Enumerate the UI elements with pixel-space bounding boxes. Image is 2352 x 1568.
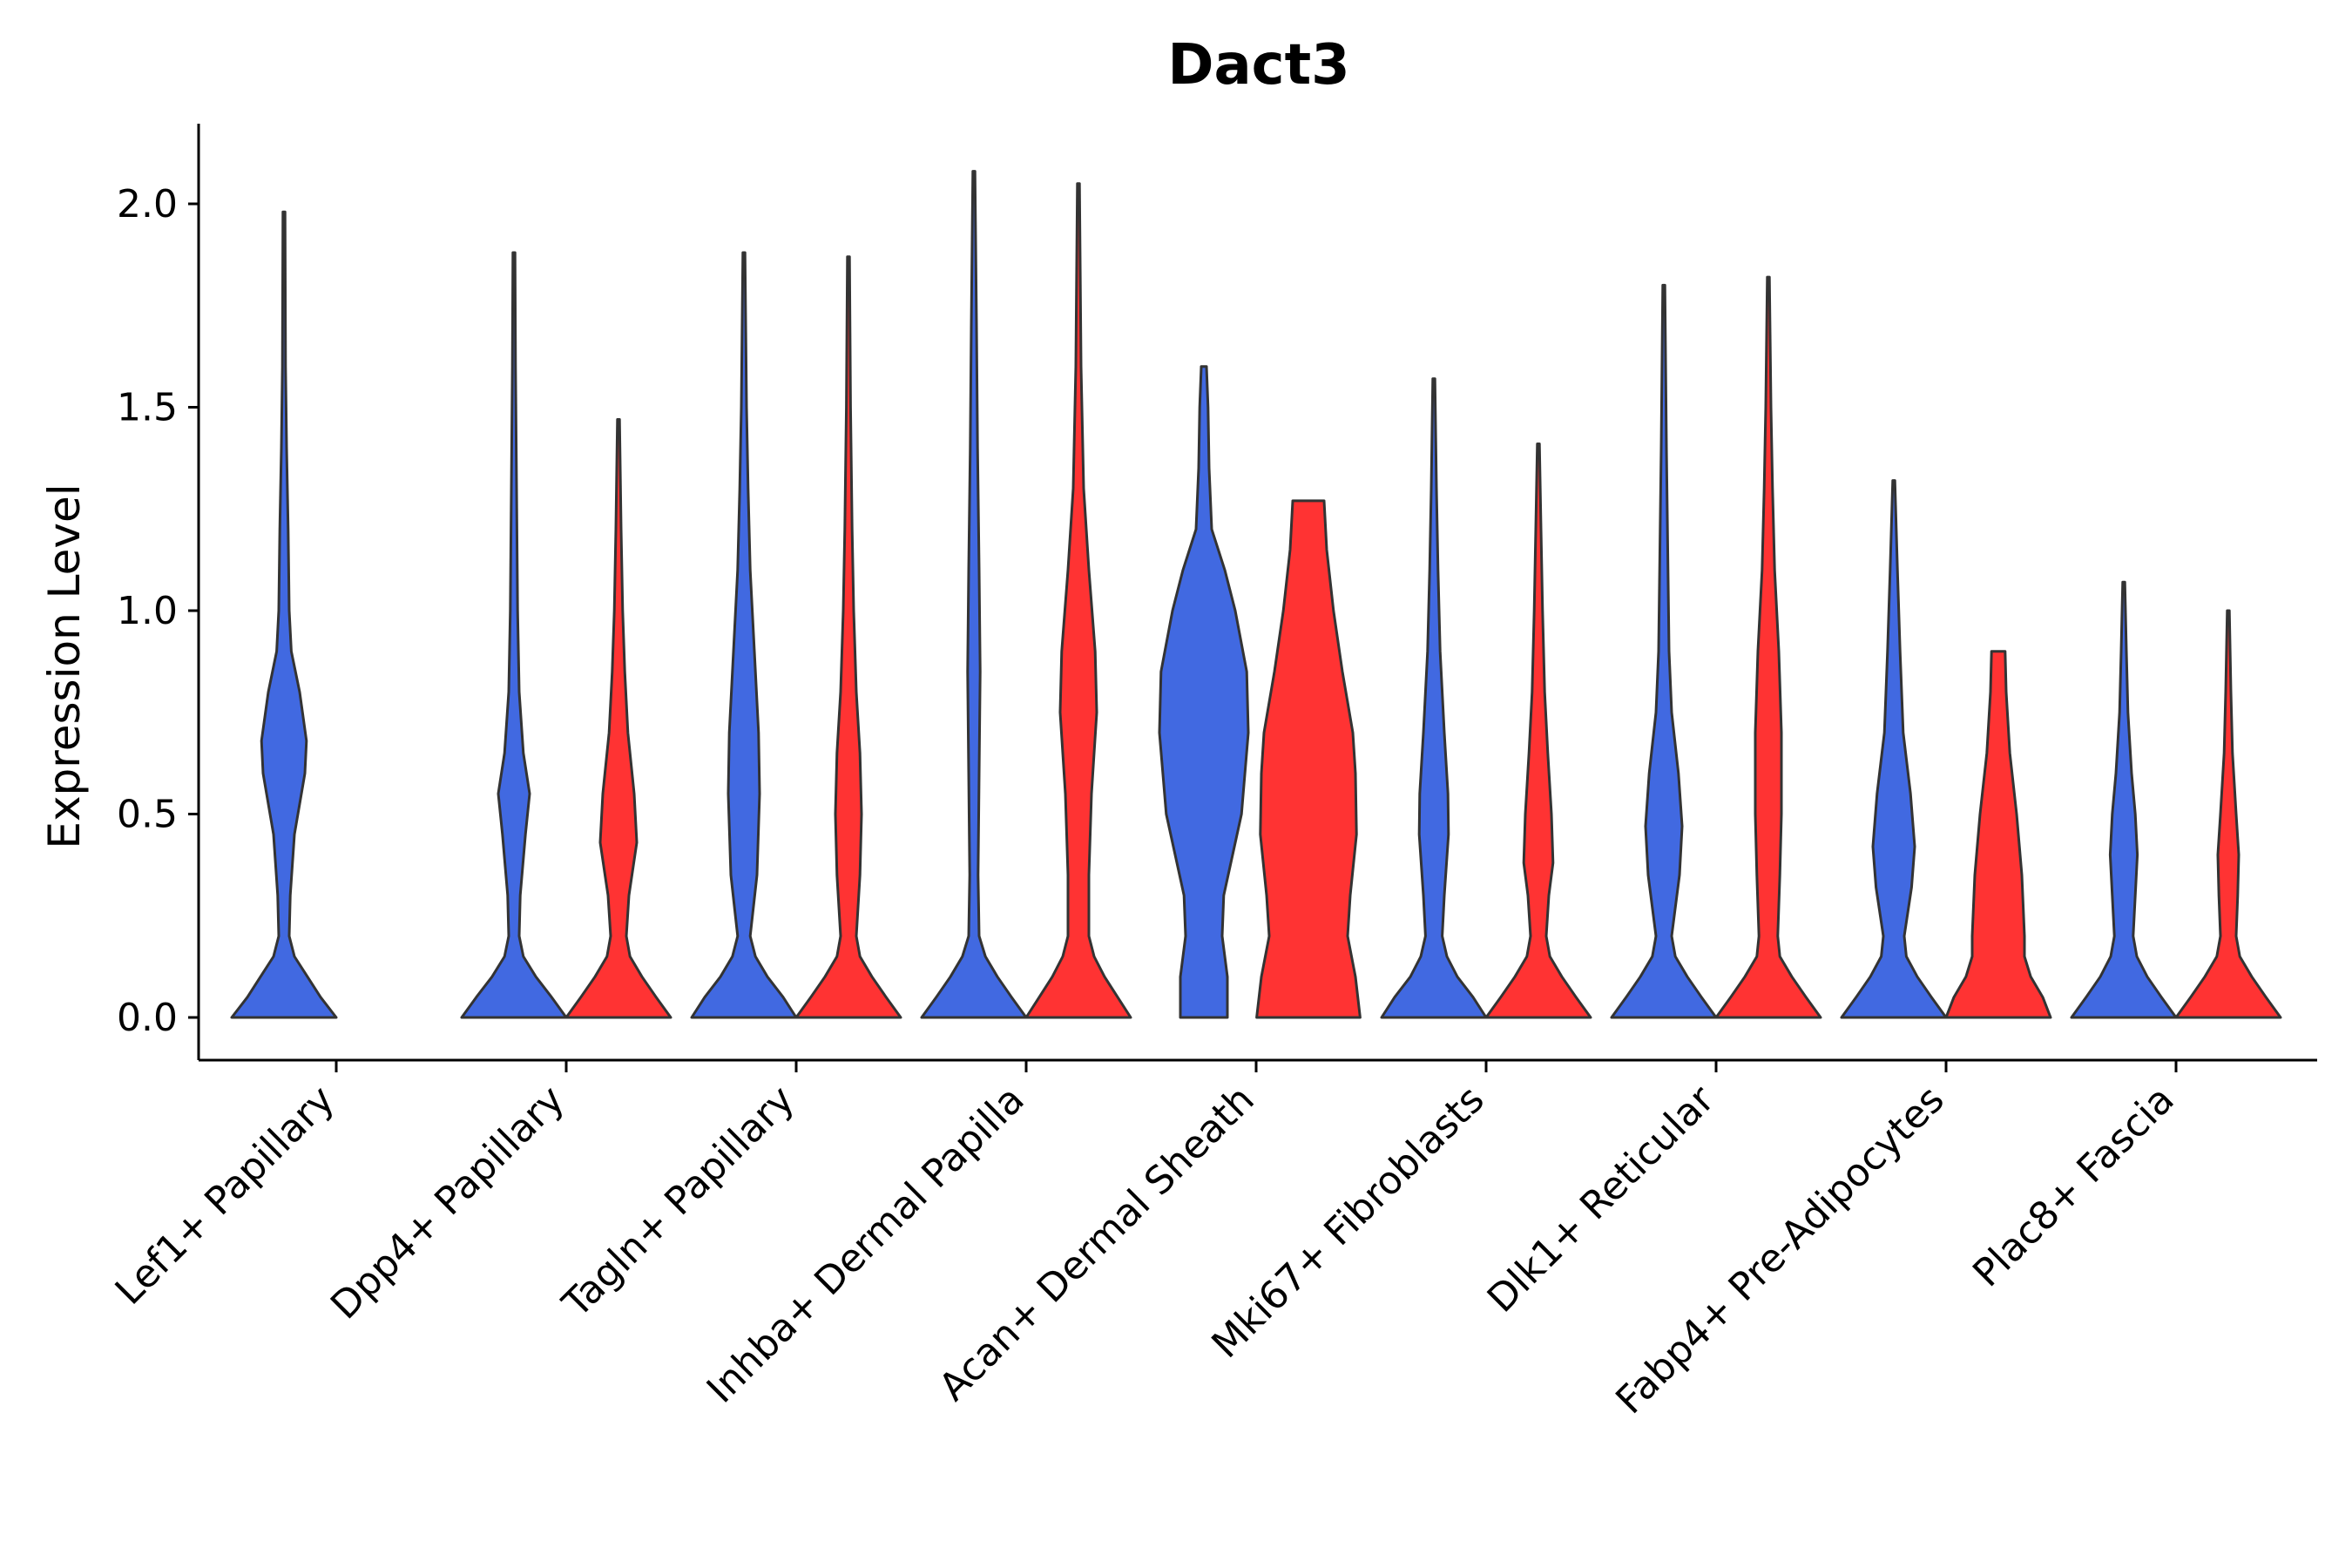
y-tick-label: 2.0 (117, 182, 178, 226)
y-tick-label: 1.0 (117, 589, 178, 633)
violin-fabp4-pre-adipocytes-group-1 (1840, 479, 1948, 1019)
violin-plac8-fascia-group-2 (2174, 609, 2282, 1019)
y-tick-label: 1.5 (117, 386, 178, 430)
violin-inhba-dermal-papilla-group-2 (1024, 182, 1132, 1019)
x-tick-label: Lef1+ Papillary (107, 1078, 343, 1314)
violin-plac8-fascia-group-1 (2070, 580, 2178, 1019)
violin-acan-dermal-sheath-group-1 (1158, 365, 1250, 1019)
violin-tagln-papillary-group-1 (690, 251, 798, 1019)
violin-fabp4-pre-adipocytes-group-2 (1944, 650, 2052, 1019)
x-tick-label: Dlk1+ Reticular (1479, 1077, 1724, 1321)
violin-acan-dermal-sheath-group-2 (1255, 499, 1362, 1019)
violin-dlk1-reticular-group-1 (1610, 283, 1718, 1019)
violin-dpp4-papillary-group-1 (460, 251, 568, 1019)
violin-mki67-fibroblasts-group-1 (1380, 377, 1488, 1019)
x-tick-label: Dpp4+ Papillary (322, 1078, 573, 1328)
x-tick-label: Plac8+ Fascia (1964, 1078, 2183, 1296)
violin-dlk1-reticular-group-2 (1714, 275, 1822, 1019)
x-tick-label: Tagln+ Papillary (554, 1078, 803, 1327)
y-tick-label: 0.0 (117, 996, 178, 1040)
y-tick-label: 0.5 (117, 793, 178, 837)
violin-tagln-papillary-group-2 (794, 255, 902, 1019)
violin-inhba-dermal-papilla-group-1 (920, 170, 1028, 1019)
violin-lef1-papillary-group-1 (230, 210, 338, 1019)
violin-mki67-fibroblasts-group-2 (1484, 443, 1592, 1019)
chart-title: Dact3 (1167, 33, 1350, 98)
violin-dpp4-papillary-group-2 (564, 418, 672, 1019)
